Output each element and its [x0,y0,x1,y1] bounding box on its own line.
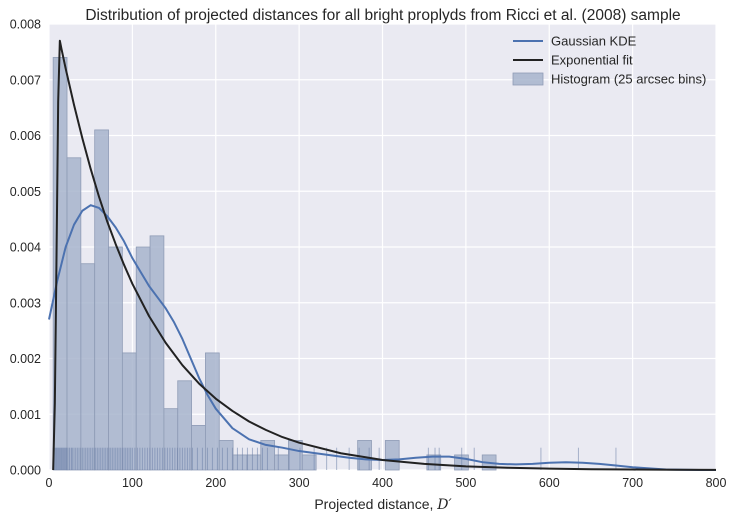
histogram-bar [384,440,400,471]
y-tick-label: 0.003 [10,296,41,310]
histogram-bar [108,246,123,471]
y-tick-labels: 0.000 0.001 0.002 0.003 0.004 0.005 0.006 0.007… [10,18,41,478]
y-tick-label: 0.004 [10,241,41,255]
x-tick-label: 700 [622,476,643,490]
legend-label: Histogram (25 arcsec bins) [551,72,706,87]
histogram-bar [66,157,82,471]
x-tick-labels: 0 100 200 300 400 500 600 700 800 [46,476,727,490]
histogram-bar [218,440,234,471]
y-tick-label: 0.002 [10,352,41,366]
y-tick-label: 0.000 [10,464,41,478]
histogram-bar [135,246,151,471]
histogram-bar [301,454,317,471]
histogram-bar [426,454,442,471]
histogram-bar [163,408,179,471]
histogram-bar [246,454,262,471]
y-tick-label: 0.008 [10,18,41,32]
x-tick-label: 500 [455,476,476,490]
series-line-exponential-fit [52,39,717,471]
legend-item: Histogram (25 arcsec bins) [512,72,706,87]
legend-patch-swatch [512,72,544,86]
histogram-bar [232,454,248,471]
legend-label: Exponential fit [551,53,633,68]
chart-title: Distribution of projected distances for … [85,7,680,24]
histogram-bar [149,235,165,471]
histogram-bar [191,424,206,471]
series-line-gaussian-kde [48,204,716,471]
x-axis-label: Projected distance, D′ [314,496,452,513]
y-tick-label: 0.005 [10,185,41,199]
x-tick-label: 100 [122,476,143,490]
y-tick-label: 0.006 [10,129,41,143]
histogram-bar [94,129,109,471]
y-tick-label: 0.007 [10,73,41,87]
x-tick-label: 200 [205,476,226,490]
series-lines [48,39,717,471]
histogram-bar [274,454,289,471]
x-tick-label: 300 [289,476,310,490]
x-axis-label-text: Projected distance, [314,496,437,512]
x-tick-label: 400 [372,476,393,490]
y-tick-label: 0.001 [10,408,41,422]
x-tick-label: 800 [706,476,727,490]
legend-item: Exponential fit [513,53,633,68]
x-tick-label: 0 [46,476,53,490]
legend-item: Gaussian KDE [513,34,637,49]
x-tick-label: 600 [539,476,560,490]
legend: Gaussian KDE Exponential fit Histogram (25… [512,34,706,87]
x-axis-label-symbol: D′ [436,497,452,513]
legend-label: Gaussian KDE [551,34,637,49]
histogram-bar [80,263,96,471]
